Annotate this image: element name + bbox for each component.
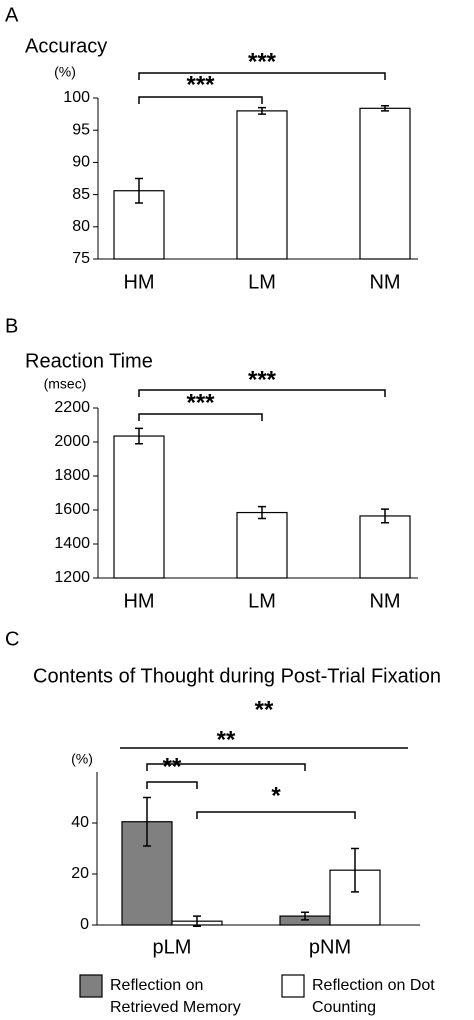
unit-label: (%) (71, 751, 93, 767)
significance-bracket (146, 781, 198, 789)
significance-bracket (138, 389, 386, 397)
y-tick-label: 80 (72, 218, 90, 235)
significance-label: *** (186, 389, 215, 416)
y-tick-label: 0 (80, 916, 89, 933)
bar (113, 435, 165, 579)
significance-bracket (138, 413, 263, 421)
panel-label: A (5, 4, 19, 26)
unit-label: (msec) (44, 376, 87, 392)
bar (359, 515, 411, 579)
bar (359, 107, 411, 260)
x-tick-label: NM (369, 590, 400, 612)
x-tick-label: LM (248, 271, 276, 293)
y-tick-label: 95 (72, 121, 90, 138)
x-tick-label: HM (123, 271, 154, 293)
unit-label: (%) (54, 64, 76, 80)
significance-bracket (196, 811, 356, 819)
significance-bracket (138, 72, 386, 80)
significance-label: * (271, 782, 281, 809)
y-tick-label: 2000 (54, 433, 90, 450)
y-tick-label: 85 (72, 186, 90, 203)
y-tick-label: 2200 (54, 399, 90, 416)
x-tick-label: pNM (309, 936, 351, 958)
legend-label: Reflection on Dot Counting (312, 977, 435, 1016)
chart-title: Accuracy (25, 35, 107, 57)
legend-swatch (79, 974, 103, 998)
significance-bracket (138, 96, 263, 104)
error-bar (135, 177, 143, 204)
significance-label: *** (248, 48, 277, 75)
significance-label: ** (217, 726, 236, 753)
y-tick-label: 100 (63, 89, 90, 106)
chart-title: Reaction Time (25, 350, 153, 372)
x-tick-label: LM (248, 590, 276, 612)
error-bar (258, 106, 266, 115)
x-tick-label: NM (369, 271, 400, 293)
y-tick-label: 90 (72, 154, 90, 171)
panel-label: C (5, 628, 19, 650)
y-tick-label: 20 (71, 865, 89, 882)
error-bar (381, 508, 389, 524)
error-bar (258, 505, 266, 520)
legend-label: Reflection on Retrieved Memory (110, 977, 241, 1016)
error-bar (381, 104, 389, 112)
error-bar (301, 911, 309, 921)
significance-bracket (146, 763, 306, 771)
x-tick-label: pLM (153, 936, 192, 958)
significance-label: *** (186, 71, 215, 98)
significance-label: ** (163, 753, 182, 780)
significance-label: ** (255, 696, 274, 723)
y-tick-label: 1600 (54, 501, 90, 518)
chart-title: Contents of Thought during Post-Trial Fi… (33, 665, 441, 687)
significance-label: *** (248, 366, 277, 393)
bar (236, 110, 288, 260)
y-tick-label: 40 (71, 814, 89, 831)
legend-swatch (281, 974, 305, 998)
panel-label: B (5, 315, 18, 337)
error-bar (135, 427, 143, 445)
bar (236, 511, 288, 579)
y-tick-label: 1200 (54, 569, 90, 586)
y-tick-label: 1800 (54, 467, 90, 484)
y-tick-label: 1400 (54, 535, 90, 552)
y-tick-label: 75 (72, 250, 90, 267)
error-bar (193, 915, 201, 928)
x-tick-label: HM (123, 590, 154, 612)
error-bar (143, 796, 151, 847)
error-bar (351, 847, 359, 893)
